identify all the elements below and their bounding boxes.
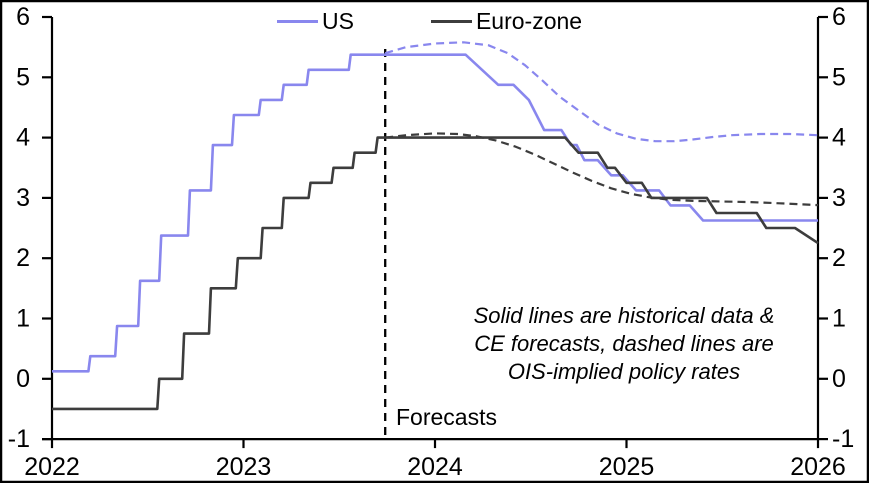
legend-label-us: US: [322, 8, 354, 34]
y-tick-label-left: 6: [16, 3, 30, 31]
euro-zone-line-swatch: [430, 20, 472, 23]
y-tick-label-right: 5: [832, 63, 846, 91]
series-euro-zone-policy-rate-historical-data-ce-forecast-: [52, 136, 819, 411]
y-tick-label-left: 2: [16, 244, 30, 272]
x-tick-label: 2022: [24, 453, 80, 481]
series-us-ois-implied-policy-rate: [384, 41, 819, 143]
y-tick-label-left: 5: [16, 63, 30, 91]
y-tick-label-right: 3: [832, 184, 846, 212]
chart-legend: US Euro-zone: [277, 8, 582, 35]
y-tick-label-left: 1: [16, 305, 30, 333]
x-tick-label: 2026: [790, 453, 846, 481]
y-tick-label-left: 3: [16, 184, 30, 212]
chart-annotation: Solid lines are historical data & CE for…: [434, 302, 814, 386]
series-us-policy-rate-historical-data-ce-forecast-: [52, 53, 818, 373]
annotation-line-2: CE forecasts, dashed lines are: [474, 331, 774, 356]
y-tick-label-left: 0: [16, 365, 30, 393]
y-tick-label-right: 6: [832, 3, 846, 31]
legend-item-us: US: [277, 8, 354, 35]
y-tick-label-left: 4: [16, 124, 30, 152]
y-tick-label-right: 4: [832, 124, 846, 152]
y-tick-label-left: -1: [8, 425, 30, 453]
y-tick-label-right: -1: [832, 425, 854, 453]
us-line-swatch: [277, 20, 318, 23]
y-tick-label-right: 2: [832, 244, 846, 272]
x-tick-label: 2024: [407, 453, 463, 481]
y-tick-label-right: 1: [832, 305, 846, 333]
x-tick-label: 2023: [216, 453, 272, 481]
legend-item-euro-zone: Euro-zone: [430, 8, 583, 35]
annotation-line-3: OIS-implied policy rates: [507, 359, 741, 384]
x-tick-label: 2025: [599, 453, 655, 481]
series-euro-zone-ois-implied-policy-rate: [385, 132, 819, 207]
forecast-label: Forecasts: [396, 404, 497, 430]
annotation-line-1: Solid lines are historical data &: [473, 303, 775, 328]
y-tick-label-right: 0: [832, 365, 846, 393]
legend-label-euro-zone: Euro-zone: [475, 8, 583, 34]
